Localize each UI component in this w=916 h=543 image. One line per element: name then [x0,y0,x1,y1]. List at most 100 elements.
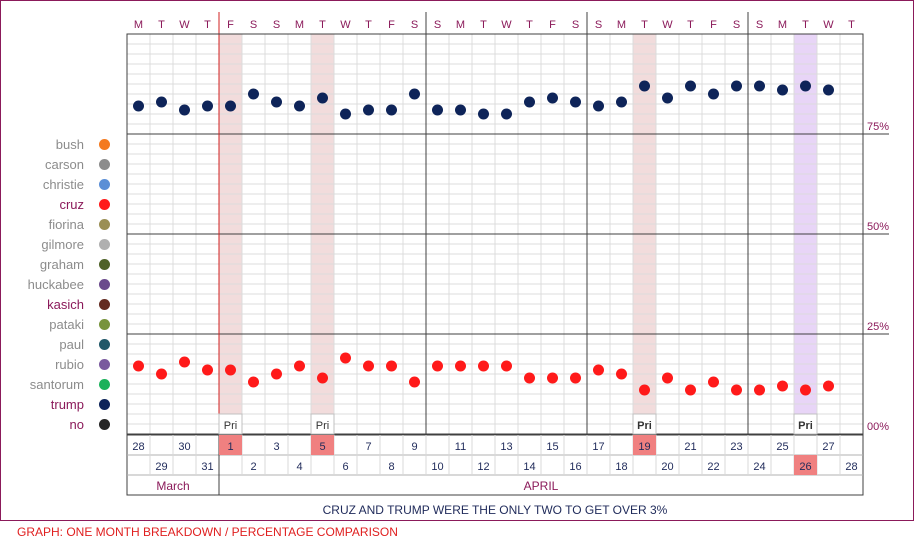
legend-label-cruz: cruz [59,197,84,212]
legend-marker-rubio [99,359,110,370]
date-label: 5 [319,441,325,453]
cruz-data-point [340,352,351,364]
trump-data-point [294,100,305,112]
primary-marker-label: Pri [637,420,652,432]
cruz-data-point [156,368,167,380]
trump-data-point [800,80,811,92]
date-label: 17 [592,441,604,453]
trump-data-point [225,100,236,112]
weekday-label: M [295,19,304,31]
legend-marker-trump [99,399,110,410]
date-label: 2 [250,461,256,473]
month-label: APRIL [524,479,559,493]
cruz-data-point [639,384,650,396]
legend-marker-kasich [99,299,110,310]
weekday-label: S [434,19,441,31]
date-label: 21 [684,441,696,453]
chart-caption: CRUZ AND TRUMP WERE THE ONLY TWO TO GET … [322,503,668,517]
primary-marker-label: Pri [224,420,237,432]
legend-label-santorum: santorum [29,377,84,392]
date-label: 10 [431,461,443,473]
trump-data-point [777,84,788,96]
legend-label-no: no [69,417,84,432]
weekday-label: T [204,19,211,31]
trump-data-point [547,92,558,104]
cruz-data-point [202,364,213,376]
date-label: 31 [201,461,213,473]
date-label: 8 [388,461,394,473]
cruz-data-point [409,376,420,388]
weekday-label: W [179,19,190,31]
legend-label-fiorina: fiorina [48,217,84,232]
cruz-data-point [823,380,834,392]
trump-data-point [524,96,535,108]
weekday-label: T [687,19,694,31]
legend-marker-carson [99,159,110,170]
weekday-label: T [848,19,855,31]
trump-data-point [708,88,719,100]
date-label: 30 [178,441,190,453]
weekday-label: F [227,19,234,31]
cruz-data-point [754,384,765,396]
weekday-label: S [572,19,579,31]
cruz-data-point [708,376,719,388]
y-tick-label: 25% [867,321,889,333]
trump-data-point [409,88,420,100]
date-label: 13 [500,441,512,453]
date-label: 4 [296,461,302,473]
cruz-data-point [685,384,696,396]
y-tick-label: 50% [867,221,889,233]
date-label: 14 [523,461,535,473]
weekday-label: W [340,19,351,31]
cruz-data-point [133,360,144,372]
trump-data-point [179,104,190,116]
date-label: 9 [411,441,417,453]
legend-marker-cruz [99,199,110,210]
date-label: 27 [822,441,834,453]
legend-label-huckabee: huckabee [27,277,84,292]
weekday-label: W [662,19,673,31]
weekday-label: T [802,19,809,31]
cruz-data-point [363,360,374,372]
date-label: 3 [273,441,279,453]
weekday-label: F [549,19,556,31]
legend-marker-gilmore [99,239,110,250]
cruz-data-point [179,356,190,368]
legend-marker-no [99,419,110,430]
trump-data-point [156,96,167,108]
weekday-label: F [388,19,395,31]
trump-data-point [731,80,742,92]
primary-date-highlight [633,435,656,455]
trump-data-point [823,84,834,96]
legend-label-christie: christie [42,177,84,192]
y-tick-label: 00% [867,421,889,433]
legend-label-trump: trump [50,397,84,412]
primary-marker-label: Pri [316,420,329,432]
weekday-label: T [158,19,165,31]
trump-data-point [202,100,213,112]
cruz-data-point [294,360,305,372]
cruz-data-point [800,384,811,396]
legend-marker-pataki [99,319,110,330]
weekday-label: T [480,19,487,31]
cruz-data-point [547,372,558,384]
trump-data-point [616,96,627,108]
legend-label-graham: graham [39,257,84,272]
cruz-data-point [248,376,259,388]
trump-data-point [386,104,397,116]
date-label: 7 [365,441,371,453]
date-label: 29 [155,461,167,473]
weekday-label: T [641,19,648,31]
cruz-data-point [386,360,397,372]
cruz-data-point [455,360,466,372]
y-tick-label: 75% [867,121,889,133]
date-label: 20 [661,461,673,473]
legend-marker-bush [99,139,110,150]
trump-data-point [271,96,282,108]
cruz-data-point [501,360,512,372]
trump-data-point [754,80,765,92]
weekday-label: S [595,19,602,31]
date-label: 28 [845,461,857,473]
date-label: 25 [776,441,788,453]
